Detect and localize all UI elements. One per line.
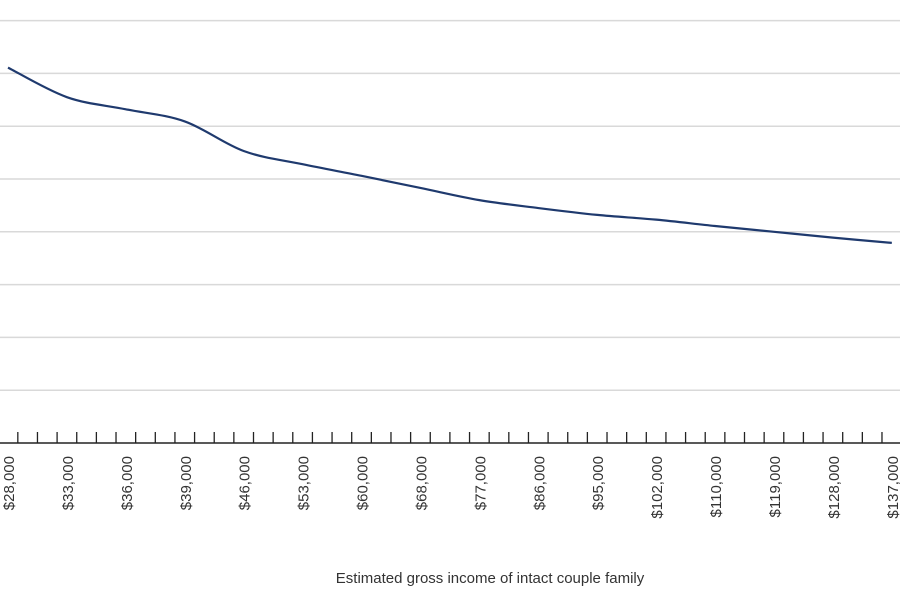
x-tick-label: $36,000 xyxy=(119,456,136,510)
x-axis-title: Estimated gross income of intact couple … xyxy=(335,570,645,587)
x-tick-label: $95,000 xyxy=(590,456,607,510)
x-tick-label: $39,000 xyxy=(178,456,195,510)
x-tick-label: $110,000 xyxy=(708,456,725,517)
x-tick-label: $33,000 xyxy=(60,456,77,510)
x-tick-label: $137,000 xyxy=(885,456,900,519)
x-tick-label: $28,000 xyxy=(1,456,18,510)
x-tick-label: $119,000 xyxy=(767,456,784,517)
x-tick-label: $60,000 xyxy=(355,456,372,510)
x-tick-label: $128,000 xyxy=(826,456,843,519)
x-tick-label: $77,000 xyxy=(472,456,489,510)
series-line xyxy=(7,66,892,244)
x-tick-label: $46,000 xyxy=(237,456,254,510)
x-tick-label: $68,000 xyxy=(413,456,430,510)
x-tick-label: $53,000 xyxy=(296,456,313,510)
x-tick-label: $86,000 xyxy=(531,456,548,510)
x-tick-label: $102,000 xyxy=(649,456,666,519)
